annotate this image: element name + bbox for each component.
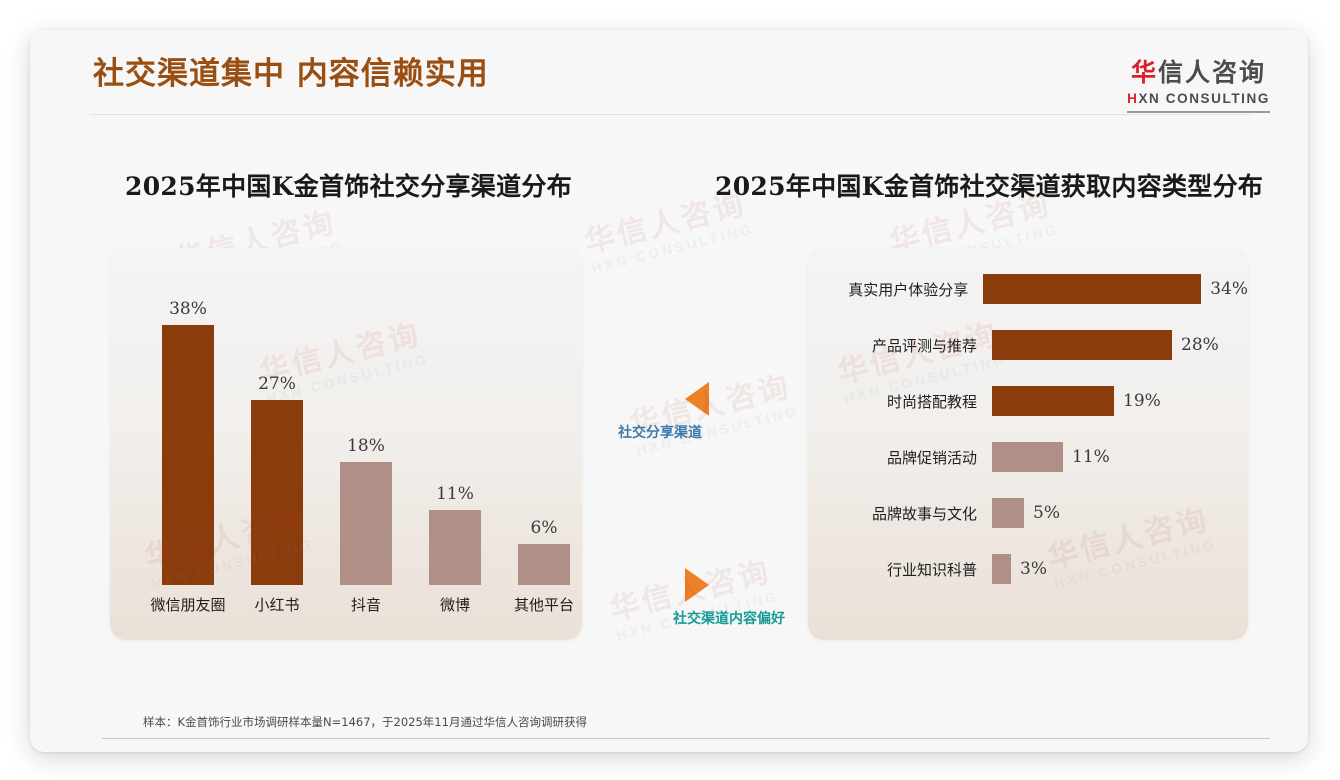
bar-value-label: 5% xyxy=(1033,503,1060,523)
bar-row[interactable]: 品牌促销活动 11% xyxy=(808,442,1248,472)
bar-value-label: 19% xyxy=(1123,391,1161,411)
bar-rect[interactable] xyxy=(992,386,1114,416)
bar-category-label: 微信朋友圈 xyxy=(150,596,226,614)
chart-panel-left: 38% 微信朋友圈 27% 小红书 18% 抖音 11% 微博 6% 其他平台 华信人咨询 HXN… xyxy=(110,248,582,640)
website-link[interactable]: www.hxrcon.com xyxy=(1128,750,1235,752)
bar-category-label: 产品评测与推荐 xyxy=(871,336,977,355)
bar-row[interactable]: 时尚搭配教程 19% xyxy=(808,386,1248,416)
annotation-share-label: 社交分享渠道 xyxy=(618,425,702,441)
chart-title-left: 2025年中国K金首饰社交分享渠道分布 xyxy=(125,172,573,201)
bar-group[interactable]: 18% 抖音 xyxy=(324,436,408,614)
logo-chinese-text: 华信人咨询 xyxy=(1127,60,1270,85)
bar-category-label: 品牌促销活动 xyxy=(886,448,977,467)
header-divider xyxy=(90,114,1250,115)
bar-category-label: 其他平台 xyxy=(513,596,574,614)
bar-row[interactable]: 真实用户体验分享 34% xyxy=(808,274,1248,304)
bar-category-label: 抖音 xyxy=(350,596,381,614)
logo-accent-char: 华 xyxy=(1131,58,1159,87)
copyright-text: ©2026.1 HXR华信人咨询 xyxy=(103,750,252,752)
triangle-left-icon xyxy=(685,382,709,416)
bar-rect[interactable] xyxy=(992,498,1024,528)
bar-value-label: 6% xyxy=(530,518,558,538)
annotation-preference-label: 社交渠道内容偏好 xyxy=(673,611,785,627)
company-logo: 华信人咨询 HXN CONSULTING xyxy=(1127,60,1270,113)
bar-rect[interactable] xyxy=(992,442,1063,472)
bar-category-label: 微博 xyxy=(439,596,470,614)
bar-group[interactable]: 27% 小红书 xyxy=(235,374,319,614)
bar-category-label: 品牌故事与文化 xyxy=(871,504,977,523)
chart-title-right: 2025年中国K金首饰社交渠道获取内容类型分布 xyxy=(715,172,1264,201)
bar-rect[interactable] xyxy=(983,274,1202,304)
sample-footnote: 样本：K金首饰行业市场调研样本量N=1467，于2025年11月通过华信人咨询调… xyxy=(143,715,587,729)
bar-row[interactable]: 品牌故事与文化 5% xyxy=(808,498,1248,528)
slide-card: 社交渠道集中 内容信赖实用 华信人咨询 HXN CONSULTING 2025年… xyxy=(30,30,1308,752)
logo-english-accent: H xyxy=(1127,91,1139,106)
bar-rect[interactable] xyxy=(992,554,1011,584)
footer-divider xyxy=(102,738,1270,739)
vertical-bar-chart: 38% 微信朋友圈 27% 小红书 18% 抖音 11% 微博 6% 其他平台 xyxy=(110,248,582,640)
bar-group[interactable]: 11% 微博 xyxy=(413,484,497,614)
bar-value-label: 27% xyxy=(258,374,296,394)
bar-rect[interactable] xyxy=(340,462,392,585)
bar-rect[interactable] xyxy=(162,325,214,585)
horizontal-bar-chart: 真实用户体验分享 34% 产品评测与推荐 28% 时尚搭配教程 19% 品牌促销活动 11% 品… xyxy=(808,248,1248,640)
watermark: 华信人咨询 HXN CONSULTING xyxy=(626,369,801,458)
bar-category-label: 时尚搭配教程 xyxy=(886,392,977,411)
bar-rect[interactable] xyxy=(992,330,1172,360)
bar-value-label: 3% xyxy=(1020,559,1047,579)
logo-rest-chars: 信人咨询 xyxy=(1158,58,1267,87)
logo-english-text: HXN CONSULTING xyxy=(1127,92,1270,106)
bar-rect[interactable] xyxy=(251,400,303,585)
chart-panel-right: 真实用户体验分享 34% 产品评测与推荐 28% 时尚搭配教程 19% 品牌促销活动 11% 品… xyxy=(808,248,1248,640)
triangle-right-icon xyxy=(685,568,709,602)
bar-rect[interactable] xyxy=(518,544,570,585)
bar-value-label: 34% xyxy=(1210,279,1248,299)
bar-value-label: 28% xyxy=(1181,335,1219,355)
bar-category-label: 行业知识科普 xyxy=(886,560,977,579)
bar-value-label: 38% xyxy=(169,299,207,319)
bar-value-label: 11% xyxy=(436,484,474,504)
logo-underline xyxy=(1127,110,1270,113)
logo-english-rest: XN CONSULTING xyxy=(1138,91,1270,106)
bar-value-label: 18% xyxy=(347,436,385,456)
bar-group[interactable]: 6% 其他平台 xyxy=(502,518,586,614)
bar-group[interactable]: 38% 微信朋友圈 xyxy=(146,299,230,614)
bar-row[interactable]: 行业知识科普 3% xyxy=(808,554,1248,584)
bar-category-label: 小红书 xyxy=(254,596,300,614)
page-title: 社交渠道集中 内容信赖实用 xyxy=(93,56,489,92)
bar-category-label: 真实用户体验分享 xyxy=(848,280,969,299)
slide-header: 社交渠道集中 内容信赖实用 华信人咨询 HXN CONSULTING xyxy=(30,30,1308,118)
bar-value-label: 11% xyxy=(1072,447,1110,467)
bar-rect[interactable] xyxy=(429,510,481,585)
bar-row[interactable]: 产品评测与推荐 28% xyxy=(808,330,1248,360)
